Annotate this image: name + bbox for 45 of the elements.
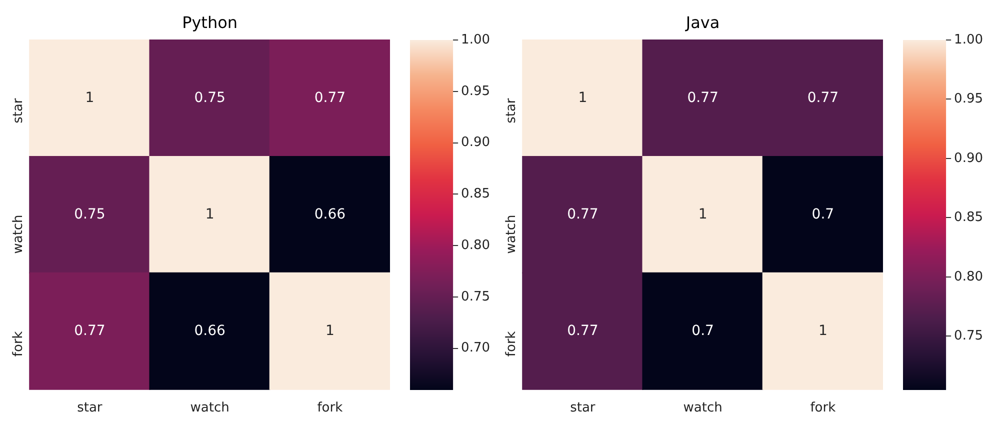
color-bar-label: 0.70 <box>461 340 490 356</box>
chart-title: Python <box>182 13 238 32</box>
color-bar-label: 0.90 <box>461 135 490 150</box>
x-tick-label: watch <box>190 400 230 416</box>
data-label: 1 <box>818 322 828 339</box>
data-label: 0.7 <box>692 322 714 339</box>
chart-title: Java <box>684 13 720 32</box>
data-label: 0.77 <box>567 206 598 222</box>
data-label: 0.7 <box>812 206 834 222</box>
color-bar-label: 0.90 <box>954 150 984 166</box>
data-label: 0.66 <box>314 206 346 222</box>
data-label: 0.75 <box>194 90 226 106</box>
data-label: 1 <box>578 90 588 106</box>
y-tick-label: watch <box>10 214 26 254</box>
y-tick-label: watch <box>504 214 519 254</box>
x-tick-label: fork <box>317 400 344 416</box>
data-label: 1 <box>325 322 334 339</box>
color-bar-label: 1.00 <box>461 32 490 48</box>
data-label: 0.77 <box>687 90 718 106</box>
x-tick-label: watch <box>683 400 722 416</box>
data-label: 0.77 <box>74 322 106 339</box>
data-label: 0.77 <box>807 90 839 106</box>
x-tick-label: star <box>77 400 103 416</box>
color-bar-label: 0.80 <box>954 269 984 284</box>
x-tick-label: fork <box>810 400 836 416</box>
color-bar-label: 0.85 <box>461 186 490 202</box>
y-tick-label: fork <box>504 330 519 357</box>
data-label: 1 <box>698 206 708 222</box>
color-bar-label: 0.85 <box>954 210 984 226</box>
data-label: 0.66 <box>194 322 226 339</box>
data-label: 0.77 <box>314 90 346 106</box>
data-label: 1 <box>205 206 214 222</box>
x-tick-label: star <box>570 400 596 416</box>
data-label: 0.77 <box>567 322 598 339</box>
y-tick-label: star <box>504 98 519 124</box>
color-bar-label: 0.75 <box>954 328 984 344</box>
y-tick-label: fork <box>10 330 26 357</box>
y-tick-label: star <box>10 98 26 124</box>
color-bar-label: 0.95 <box>954 92 984 107</box>
color-bar-label: 1.00 <box>954 32 984 48</box>
color-bar-label: 0.75 <box>461 289 490 304</box>
data-label: 0.75 <box>74 206 106 222</box>
color-bar-label: 0.95 <box>461 84 490 99</box>
data-label: 1 <box>85 90 94 106</box>
color-bar-label: 0.80 <box>461 238 490 253</box>
